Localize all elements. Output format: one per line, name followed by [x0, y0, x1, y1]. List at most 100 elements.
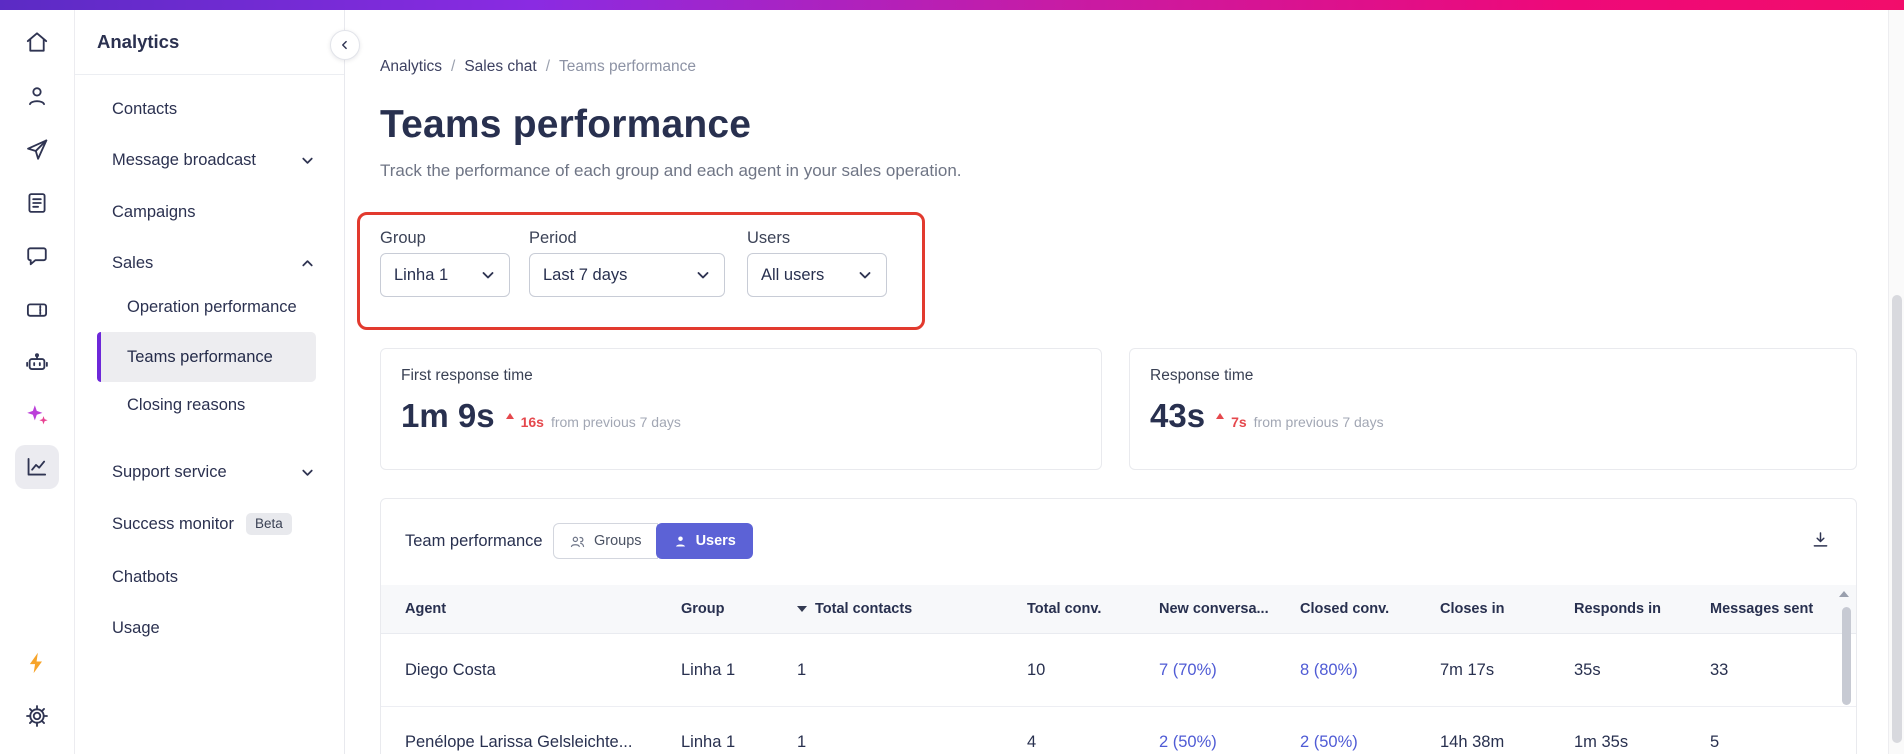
rail-item-ai[interactable] — [15, 393, 59, 437]
toggle-users-label: Users — [695, 533, 736, 549]
group-filter-dropdown[interactable]: Linha 1 — [380, 253, 510, 297]
sidebar-item-label: Closing reasons — [127, 395, 246, 414]
sidebar-item-teams-performance[interactable]: Teams performance — [97, 332, 316, 382]
analytics-icon — [27, 457, 47, 476]
column-header-agent[interactable]: Agent — [405, 585, 446, 633]
sidebar-item-label: Operation performance — [127, 297, 297, 316]
sidebar-collapse-button[interactable] — [330, 30, 360, 60]
rail-item-analytics[interactable] — [15, 445, 59, 489]
toggle-groups-button[interactable]: Groups — [553, 523, 658, 559]
breadcrumb-sales-chat[interactable]: Sales chat — [464, 58, 537, 75]
table-row[interactable]: Diego Costa Linha 1 1 10 7 (70%) 8 (80%)… — [381, 634, 1856, 706]
download-button[interactable] — [1808, 527, 1832, 551]
column-header-total-contacts[interactable]: Total contacts — [797, 585, 912, 633]
group-filter-label: Group — [380, 229, 426, 247]
column-header-messages-sent[interactable]: Messages sent — [1710, 585, 1813, 633]
page-scrollbar-thumb[interactable] — [1892, 295, 1902, 743]
stat-delta: 7s — [1231, 414, 1247, 430]
column-header-label: Group — [681, 601, 725, 617]
cell-responds-in: 1m 35s — [1574, 733, 1629, 751]
sidebar-item-usage[interactable]: Usage — [75, 603, 345, 653]
column-header-responds-in[interactable]: Responds in — [1574, 585, 1661, 633]
sidebar-item-operation-performance[interactable]: Operation performance — [75, 282, 345, 332]
cell-agent: Diego Costa — [405, 660, 496, 679]
stat-delta: 16s — [520, 414, 544, 430]
cell-group: Linha 1 — [681, 660, 736, 679]
page-scrollbar[interactable] — [1888, 10, 1904, 754]
column-header-total-conv[interactable]: Total conv. — [1027, 585, 1101, 633]
page-subtitle: Track the performance of each group and … — [380, 161, 962, 180]
users-filter-dropdown[interactable]: All users — [747, 253, 887, 297]
rail-item-quick-actions[interactable] — [15, 641, 59, 685]
column-header-new-conversations[interactable]: New conversa... — [1159, 585, 1269, 633]
sidebar-item-label: Usage — [112, 618, 160, 637]
sidebar-item-chatbots[interactable]: Chatbots — [75, 552, 345, 602]
chevron-down-icon — [300, 153, 315, 168]
rail-item-settings[interactable] — [15, 694, 59, 738]
sidebar-item-sales[interactable]: Sales — [75, 238, 345, 288]
user-icon — [675, 535, 685, 546]
groups-icon — [570, 536, 585, 547]
cell-total-contacts: 1 — [797, 660, 807, 679]
sidebar-title: Analytics — [75, 10, 344, 75]
users-filter-value: All users — [761, 265, 825, 284]
table-card-title: Team performance — [405, 532, 543, 550]
chevron-up-icon — [300, 256, 315, 271]
forms-icon — [28, 193, 46, 213]
rail-item-broadcast[interactable] — [15, 127, 59, 171]
table-scrollbar-thumb[interactable] — [1842, 607, 1851, 705]
sidebar-item-closing-reasons[interactable]: Closing reasons — [75, 380, 345, 430]
cell-messages-sent: 33 — [1710, 660, 1729, 679]
sidebar-item-success-monitor[interactable]: Success monitor Beta — [75, 499, 345, 549]
stat-note: from previous 7 days — [1253, 414, 1384, 430]
table-scroll-up-icon[interactable] — [1839, 591, 1849, 597]
settings-icon — [26, 705, 48, 727]
stat-value: 43s — [1150, 397, 1206, 434]
column-header-label: Total contacts — [815, 601, 913, 617]
sidebar-item-campaigns[interactable]: Campaigns — [75, 187, 345, 237]
column-header-group[interactable]: Group — [681, 585, 725, 633]
beta-badge: Beta — [245, 513, 292, 535]
rail-item-chatbot[interactable] — [15, 341, 59, 385]
stat-label: Response time — [1150, 367, 1254, 384]
sidebar-item-support-service[interactable]: Support service — [75, 447, 345, 497]
table-row[interactable]: Penélope Larissa Gelsleichte... Linha 1 … — [381, 706, 1856, 754]
chevron-left-icon — [342, 40, 347, 50]
column-header-label: Responds in — [1574, 601, 1662, 617]
ai-sparkles-icon — [27, 405, 48, 425]
sidebar-item-label: Message broadcast — [112, 150, 256, 169]
sidebar-item-label: Campaigns — [112, 202, 196, 221]
chevron-down-icon — [697, 272, 709, 279]
rail-item-forms[interactable] — [15, 181, 59, 225]
rail-item-contacts[interactable] — [15, 74, 59, 118]
toggle-users-button[interactable]: Users — [655, 523, 753, 559]
main-content: Analytics / Sales chat / Teams performan… — [345, 10, 1888, 754]
cell-total-conv: 10 — [1027, 660, 1046, 679]
download-icon — [1813, 531, 1827, 547]
chevron-down-icon — [859, 272, 871, 279]
toggle-groups-label: Groups — [594, 533, 642, 549]
send-icon — [27, 139, 48, 160]
cell-closed-conv: 2 (50%) — [1300, 733, 1358, 751]
sidebar-item-label: Contacts — [112, 99, 178, 118]
sidebar-item-message-broadcast[interactable]: Message broadcast — [75, 135, 345, 185]
cell-new-conversations: 7 (70%) — [1159, 660, 1217, 679]
cell-total-conv: 4 — [1027, 733, 1037, 751]
cell-closes-in: 7m 17s — [1440, 660, 1495, 679]
rail-item-tickets[interactable] — [15, 288, 59, 332]
sidebar-item-contacts[interactable]: Contacts — [75, 84, 345, 134]
period-filter-dropdown[interactable]: Last 7 days — [529, 253, 725, 297]
breadcrumb-analytics[interactable]: Analytics — [380, 58, 443, 75]
breadcrumb-separator: / — [545, 58, 551, 75]
sort-desc-icon — [797, 606, 807, 612]
sidebar-item-label: Success monitor — [112, 514, 234, 533]
column-header-closes-in[interactable]: Closes in — [1440, 585, 1504, 633]
column-header-closed-conv[interactable]: Closed conv. — [1300, 585, 1389, 633]
rail-item-chat[interactable] — [15, 234, 59, 278]
delta-up-icon — [505, 413, 514, 419]
users-filter-label: Users — [747, 229, 791, 247]
rail-item-home[interactable] — [15, 20, 59, 64]
breadcrumb-current: Teams performance — [559, 58, 697, 75]
home-icon — [26, 32, 48, 52]
